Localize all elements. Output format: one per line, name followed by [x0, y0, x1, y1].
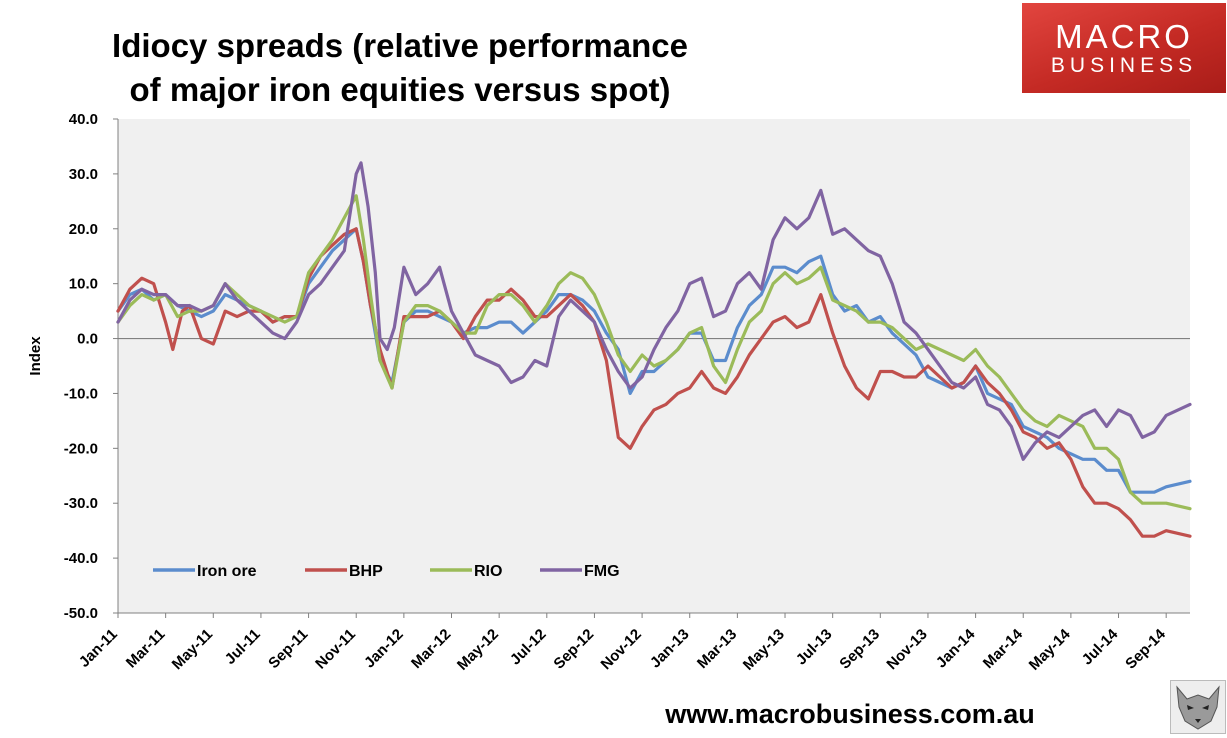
website-url[interactable]: www.macrobusiness.com.au: [665, 699, 1035, 729]
logo-line-2: BUSINESS: [1050, 54, 1198, 77]
x-tick-label: Jul-13: [793, 626, 836, 669]
x-tick-label: Jan-14: [933, 625, 979, 671]
x-tick-label: Mar-12: [408, 626, 454, 672]
x-tick-label: Sep-12: [550, 626, 597, 673]
y-tick-label: 0.0: [77, 331, 98, 348]
title-line-1: Idiocy spreads (relative performance: [112, 27, 688, 64]
x-tick-label: May-12: [454, 626, 502, 674]
x-tick-label: Mar-14: [980, 625, 1027, 672]
y-tick-label: 20.0: [69, 221, 98, 238]
x-tick-label: May-11: [169, 626, 216, 673]
x-tick-label: Jan-11: [76, 626, 121, 671]
y-tick-label: 40.0: [69, 111, 98, 128]
series-lines: [116, 161, 1192, 538]
chart-title: Idiocy spreads (relative performance of …: [60, 24, 740, 112]
x-tick-label: Nov-11: [312, 626, 359, 673]
y-tick-label: 10.0: [69, 276, 98, 293]
x-tick-label: May-13: [740, 626, 788, 674]
series-line-fmg: [116, 161, 1192, 461]
y-tick-label: -40.0: [64, 550, 98, 567]
x-tick-label: May-14: [1026, 625, 1074, 673]
legend: Iron ore BHP RIO FMG: [153, 563, 620, 580]
x-tick-label: Mar-11: [123, 626, 169, 672]
macrobusiness-logo: MACRO BUSINESS: [1022, 3, 1226, 93]
x-tick-label: Jul-14: [1079, 625, 1122, 668]
x-tick-label: Jul-12: [507, 626, 550, 669]
x-tick-label: Mar-13: [694, 626, 740, 672]
logo-line-1: MACRO: [1055, 18, 1193, 55]
fox-mascot-icon: [1170, 680, 1226, 734]
y-tick-label: -50.0: [64, 605, 98, 622]
y-tick-label: 30.0: [69, 166, 98, 183]
x-tick-label: Nov-13: [883, 626, 930, 673]
x-tick-label: Jan-13: [647, 626, 693, 672]
legend-label-bhp: BHP: [349, 563, 383, 580]
title-line-2: of major iron equities versus spot): [129, 71, 671, 108]
series-line-bhp: [116, 227, 1192, 538]
y-tick-label: -10.0: [64, 385, 98, 402]
x-tick-label: Sep-14: [1122, 625, 1169, 672]
x-tick-label: Jul-11: [222, 626, 264, 668]
x-tick-label: Jan-12: [361, 626, 407, 672]
y-tick-label: -30.0: [64, 495, 98, 512]
x-tick-label: Sep-11: [265, 626, 311, 672]
y-axis-title: Index: [27, 336, 44, 376]
x-tick-label: Nov-12: [598, 626, 645, 673]
y-tick-label: -20.0: [64, 440, 98, 457]
legend-label-iron_ore: Iron ore: [197, 563, 257, 580]
x-tick-label: Sep-13: [836, 626, 883, 673]
legend-label-rio: RIO: [474, 563, 502, 580]
legend-label-fmg: FMG: [584, 563, 620, 580]
series-line-rio: [116, 194, 1192, 511]
